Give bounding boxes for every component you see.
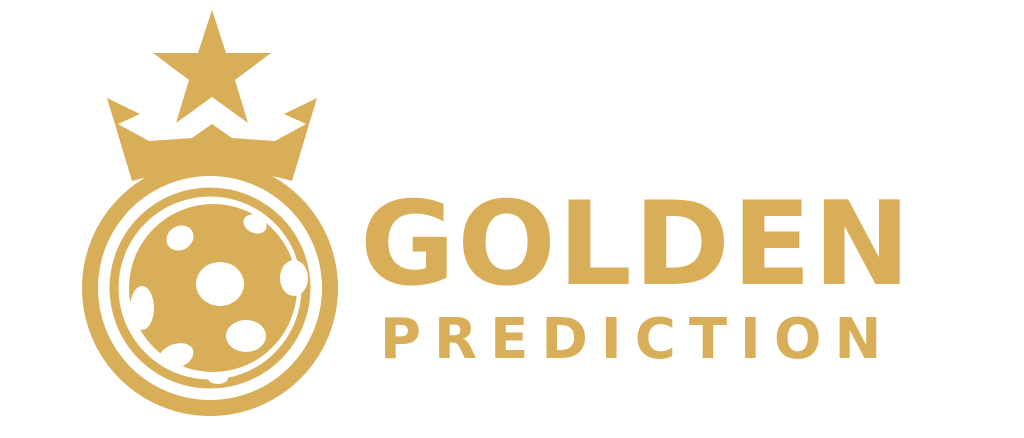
- brand-name-golden: GOLDEN: [360, 177, 913, 312]
- soccer-ball-icon: [129, 204, 308, 384]
- star-icon: [153, 10, 271, 123]
- brand-name-prediction: PREDICTION: [380, 307, 895, 372]
- crown-icon: [107, 98, 317, 181]
- outer-ring: [82, 160, 338, 416]
- wordmark: GOLDEN PREDICTION: [360, 180, 960, 380]
- logo-emblem: [82, 10, 338, 416]
- inner-ring: [109, 187, 311, 389]
